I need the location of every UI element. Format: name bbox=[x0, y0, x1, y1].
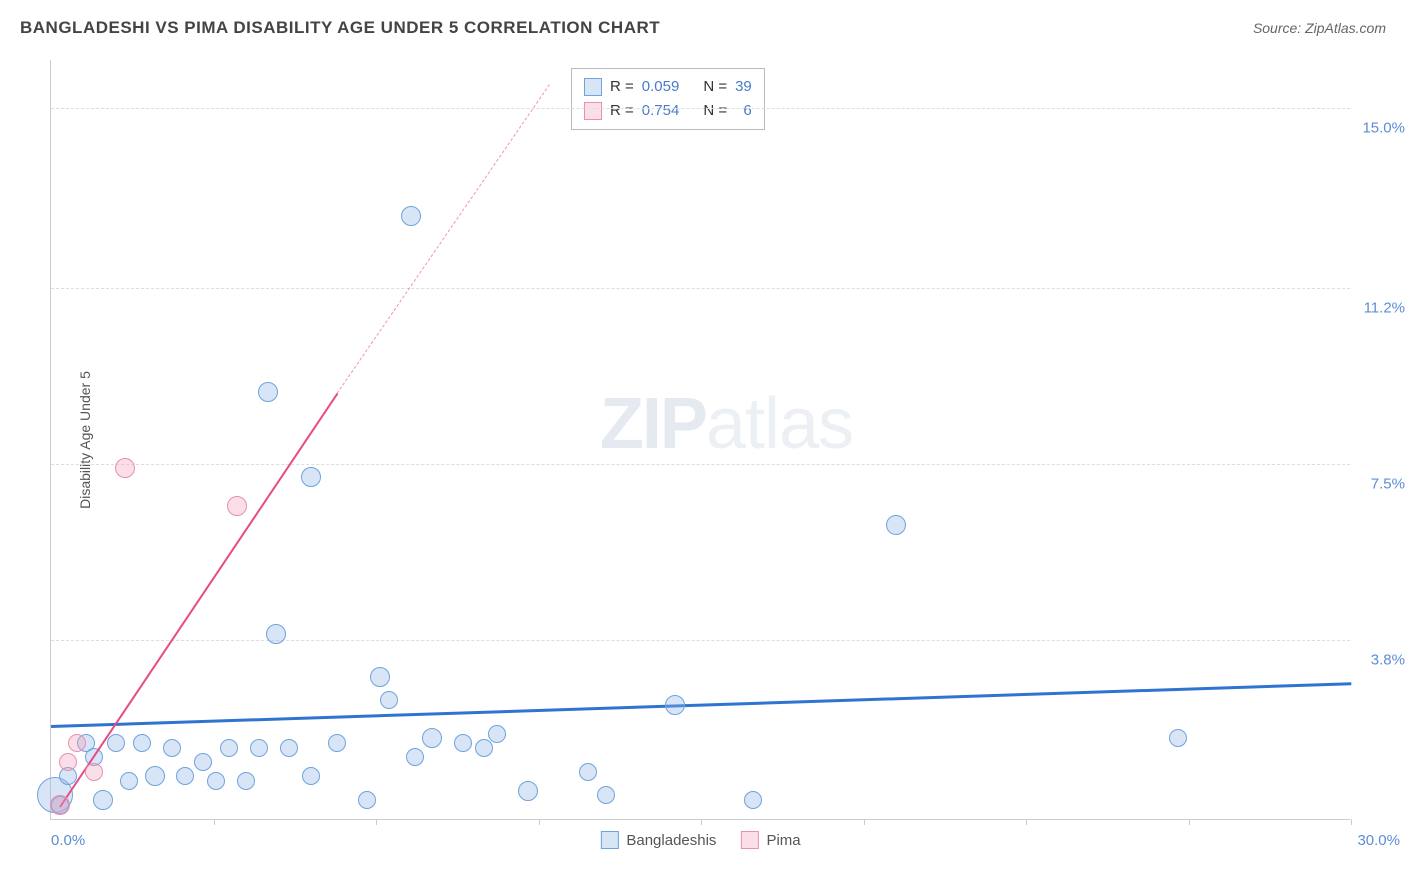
data-point bbox=[237, 772, 255, 790]
gridline bbox=[51, 640, 1350, 641]
data-point bbox=[744, 791, 762, 809]
data-point bbox=[406, 748, 424, 766]
legend-n-value: 6 bbox=[735, 99, 752, 123]
legend-r-label: R = bbox=[610, 75, 634, 99]
chart-source: Source: ZipAtlas.com bbox=[1253, 20, 1386, 36]
bottom-legend-item: Bangladeshis bbox=[600, 831, 716, 849]
data-point bbox=[370, 667, 390, 687]
x-tick bbox=[214, 819, 215, 825]
data-point bbox=[68, 734, 86, 752]
data-point bbox=[579, 763, 597, 781]
watermark: ZIPatlas bbox=[600, 383, 853, 465]
data-point bbox=[475, 739, 493, 757]
data-point bbox=[163, 739, 181, 757]
y-tick-label: 3.8% bbox=[1355, 651, 1405, 668]
x-tick bbox=[1189, 819, 1190, 825]
data-point bbox=[220, 739, 238, 757]
data-point bbox=[133, 734, 151, 752]
y-tick-label: 7.5% bbox=[1355, 475, 1405, 492]
legend-stat-row: R = 0.754 N = 6 bbox=[584, 99, 752, 123]
data-point bbox=[280, 739, 298, 757]
data-point bbox=[401, 206, 421, 226]
x-axis-min-label: 0.0% bbox=[51, 832, 85, 849]
legend-swatch bbox=[740, 831, 758, 849]
data-point bbox=[1169, 729, 1187, 747]
data-point bbox=[258, 382, 278, 402]
legend-stats-box: R = 0.059 N = 39 R = 0.754 N = 6 bbox=[571, 68, 765, 130]
data-point bbox=[518, 781, 538, 801]
data-point bbox=[328, 734, 346, 752]
data-point bbox=[207, 772, 225, 790]
legend-n-label: N = bbox=[703, 75, 727, 99]
watermark-atlas: atlas bbox=[706, 384, 853, 464]
x-tick bbox=[539, 819, 540, 825]
data-point bbox=[250, 739, 268, 757]
legend-r-value: 0.754 bbox=[642, 99, 680, 123]
data-point bbox=[454, 734, 472, 752]
data-point bbox=[665, 695, 685, 715]
chart-title: BANGLADESHI VS PIMA DISABILITY AGE UNDER… bbox=[20, 18, 660, 38]
data-point bbox=[302, 767, 320, 785]
data-point bbox=[120, 772, 138, 790]
y-axis-title: Disability Age Under 5 bbox=[77, 371, 93, 509]
data-point bbox=[85, 763, 103, 781]
data-point bbox=[301, 467, 321, 487]
data-point bbox=[266, 624, 286, 644]
data-point bbox=[422, 728, 442, 748]
data-point bbox=[107, 734, 125, 752]
scatter-chart: Disability Age Under 5 ZIPatlas 0.0% 30.… bbox=[50, 60, 1350, 820]
y-tick-label: 11.2% bbox=[1355, 300, 1405, 317]
gridline bbox=[51, 108, 1350, 109]
x-tick bbox=[701, 819, 702, 825]
data-point bbox=[176, 767, 194, 785]
data-point bbox=[59, 753, 77, 771]
source-prefix: Source: bbox=[1253, 20, 1305, 36]
data-point bbox=[93, 790, 113, 810]
bottom-legend-item: Pima bbox=[740, 831, 800, 849]
data-point bbox=[194, 753, 212, 771]
legend-label: Pima bbox=[766, 832, 800, 849]
x-tick bbox=[864, 819, 865, 825]
legend-r-label: R = bbox=[610, 99, 634, 123]
legend-n-value: 39 bbox=[735, 75, 752, 99]
data-point bbox=[358, 791, 376, 809]
x-axis-max-label: 30.0% bbox=[1357, 832, 1400, 849]
data-point bbox=[115, 458, 135, 478]
y-tick-label: 15.0% bbox=[1355, 119, 1405, 136]
data-point bbox=[886, 515, 906, 535]
x-tick bbox=[376, 819, 377, 825]
x-tick bbox=[1351, 819, 1352, 825]
legend-swatch bbox=[600, 831, 618, 849]
legend-swatch bbox=[584, 102, 602, 120]
data-point bbox=[145, 766, 165, 786]
bottom-legend: Bangladeshis Pima bbox=[600, 831, 800, 849]
data-point bbox=[50, 795, 70, 815]
source-name: ZipAtlas.com bbox=[1305, 20, 1386, 36]
trendline-bangladeshis bbox=[51, 682, 1351, 727]
data-point bbox=[488, 725, 506, 743]
gridline bbox=[51, 464, 1350, 465]
x-tick bbox=[1026, 819, 1027, 825]
data-point bbox=[597, 786, 615, 804]
legend-swatch bbox=[584, 78, 602, 96]
gridline bbox=[51, 288, 1350, 289]
watermark-zip: ZIP bbox=[600, 384, 706, 464]
trendline-dashed-pima bbox=[337, 84, 550, 393]
legend-stat-row: R = 0.059 N = 39 bbox=[584, 75, 752, 99]
data-point bbox=[227, 496, 247, 516]
legend-r-value: 0.059 bbox=[642, 75, 680, 99]
chart-header: BANGLADESHI VS PIMA DISABILITY AGE UNDER… bbox=[20, 18, 1386, 38]
legend-n-label: N = bbox=[703, 99, 727, 123]
data-point bbox=[380, 691, 398, 709]
legend-label: Bangladeshis bbox=[626, 832, 716, 849]
